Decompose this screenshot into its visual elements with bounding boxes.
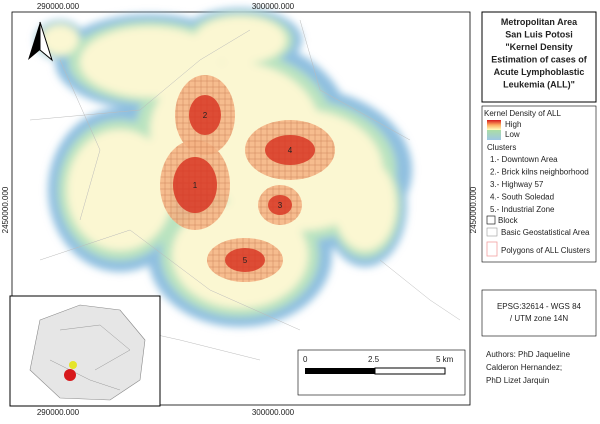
cluster-list: 1.- Downtown Area 2.- Brick kilns neighbo… [490,155,589,214]
crs: EPSG:32614 - WGS 84 / UTM zone 14N [497,302,582,323]
legend-swatch-high [487,120,501,130]
density-layer [333,159,397,251]
cluster-label: 4 [288,146,293,155]
cluster-label: 2 [203,111,208,120]
title-line: Leukemia (ALL)" [503,80,575,90]
scale-label: 2.5 [368,355,380,364]
cluster-label: 1 [193,181,198,190]
north-arrow-left [28,22,40,60]
title-line: San Luis Potosi [505,30,573,40]
scale-seg-1 [305,368,375,374]
cluster-labels: 1 2 3 4 5 [193,111,293,265]
legend-block: Block [498,216,519,225]
coord-label: 300000.000 [252,2,295,11]
author-line: Authors: PhD Jaqueline [486,350,571,359]
legend-high: High [505,120,521,129]
title: Metropolitan Area San Luis Potosi "Kernel … [491,17,588,90]
cluster-core [173,157,217,213]
legend-clusters-heading: Clusters [487,143,516,152]
scale-seg-2 [374,367,446,375]
legend-swatch-block [486,215,496,225]
inset-highlight-2 [69,361,77,369]
coord-label: 290000.000 [37,2,80,11]
legend-cluster: 5.- Industrial Zone [490,205,555,214]
legend-swatch-area [486,227,498,237]
crs-box [481,289,597,337]
cluster-core [268,195,292,215]
coord-label: 2450000.000 [1,186,10,233]
scale-label: 5 km [436,355,454,364]
cluster-label: 5 [243,256,248,265]
cluster-label: 3 [278,201,283,210]
crs-line: EPSG:32614 - WGS 84 [497,302,582,311]
inset-map [9,295,161,407]
hot-spots [160,75,335,282]
inset-borders [49,324,131,391]
density-layer [41,25,79,55]
inset-highlight [64,369,76,381]
north-arrow [28,21,53,62]
scale-label: 0 [303,355,308,364]
title-line: "Kernel Density [505,42,572,52]
scale-bar: 0 2.5 5 km [297,349,466,396]
legend-cluster: 4.- South Soledad [490,193,554,202]
north-arrow-right [39,21,53,62]
street-lines [29,19,461,361]
legend-polygons: Polygons of ALL Clusters [501,246,590,255]
crs-line: / UTM zone 14N [510,314,568,323]
title-box [481,11,597,103]
streets [29,19,461,361]
cluster-core [225,248,265,272]
cluster-core [265,135,315,165]
legend-cluster: 2.- Brick kilns neighborhood [490,168,589,177]
inset-region [29,304,146,401]
legend-basic-area: Basic Geostatistical Area [501,228,590,237]
author-line: Calderon Hernandez; [486,363,562,372]
legend-swatch-low [487,130,501,140]
legend-heading: Kernel Density of ALL [484,109,561,118]
density-layer [194,16,286,64]
coord-label: 290000.000 [37,408,80,417]
author-line: PhD Lizet Jarquin [486,376,549,385]
density-layer [66,129,174,251]
coord-label: 2450000.000 [469,186,478,233]
title-line: Estimation of cases of [491,55,588,65]
legend-cluster: 3.- Highway 57 [490,180,544,189]
legend-swatch-polygons [486,241,498,257]
authors: Authors: PhD Jaqueline Calderon Hernandez… [486,350,571,385]
coord-label: 300000.000 [252,408,295,417]
cluster-core [189,95,221,135]
legend-cluster: 1.- Downtown Area [490,155,558,164]
title-line: Acute Lymphoblastic [494,67,585,77]
title-line: Metropolitan Area [501,17,578,27]
legend-low: Low [505,130,520,139]
